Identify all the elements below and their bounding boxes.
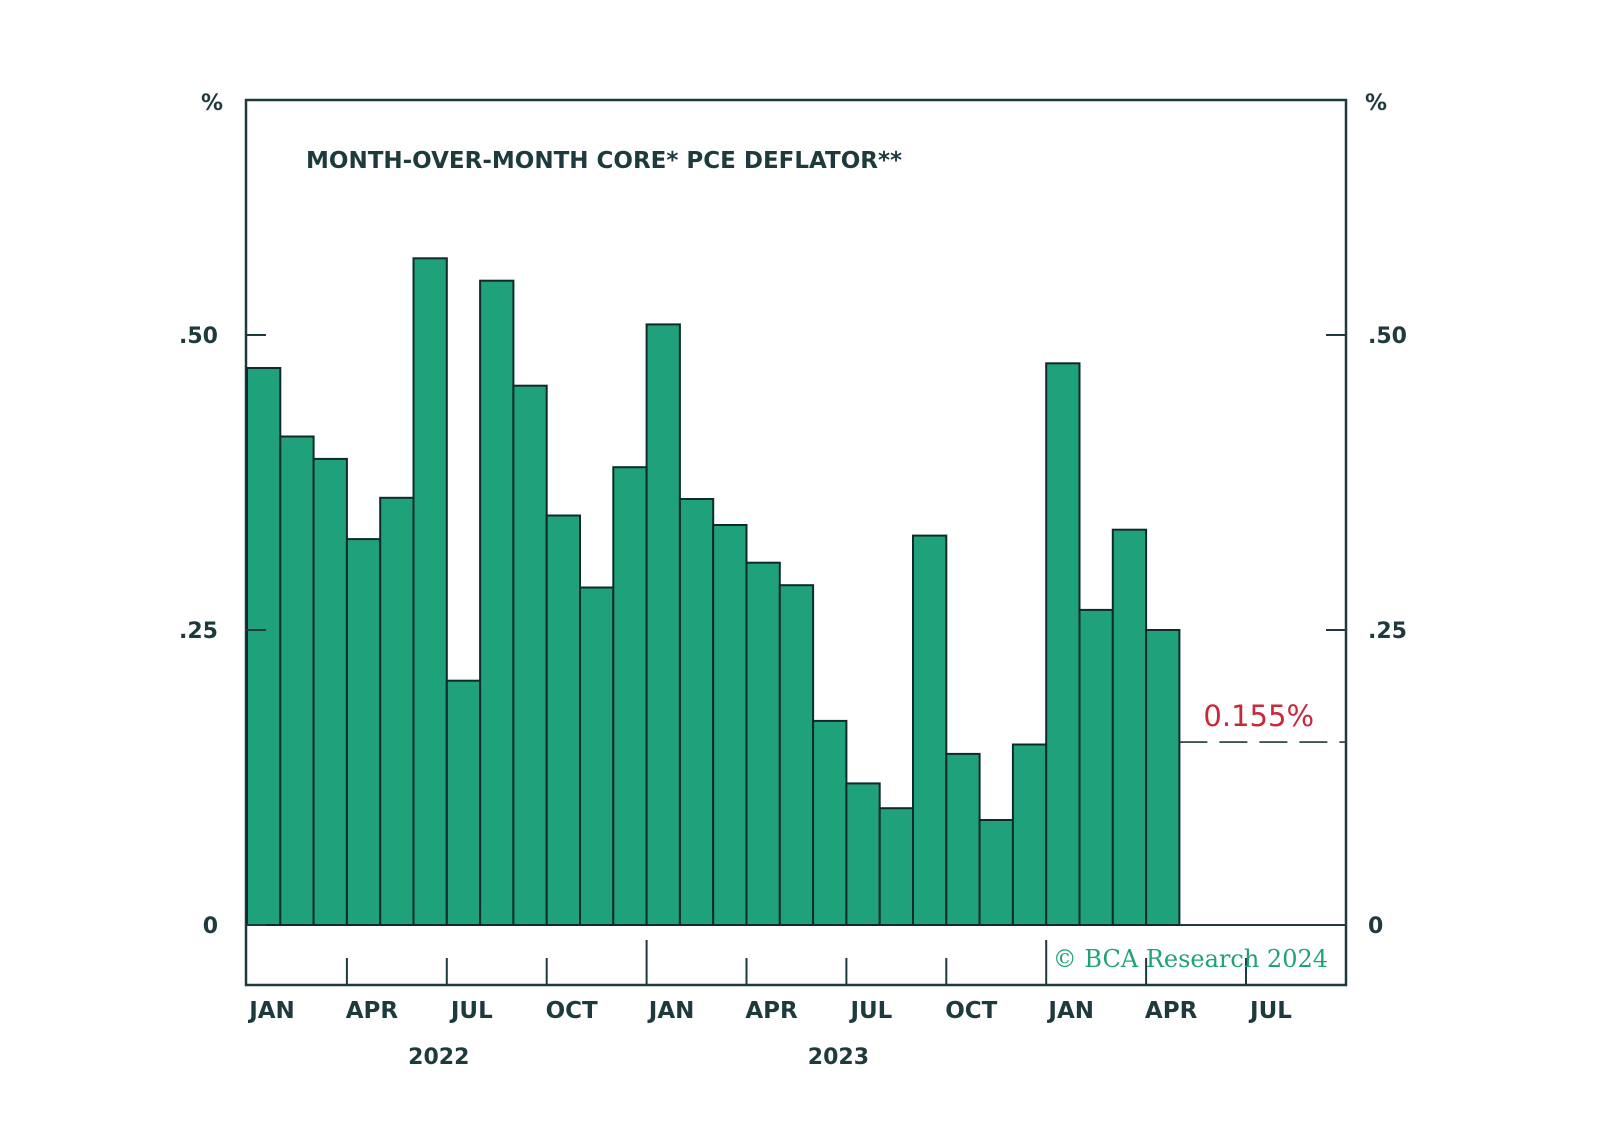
bar-2022-12 — [612, 466, 648, 926]
bar-2023-08 — [878, 807, 915, 927]
bar-2022-08 — [479, 279, 515, 926]
y-tick-label-left: 0 — [203, 914, 218, 939]
bar-2023-09 — [912, 534, 948, 926]
copyright-notice: © BCA Research 2024 — [1053, 945, 1328, 973]
bar-2022-09 — [512, 384, 548, 926]
bar-2024-01 — [1045, 362, 1081, 926]
bar-2023-10 — [945, 752, 981, 927]
y-tick-label-right: 0 — [1368, 914, 1383, 939]
y-tick-label-right: .50 — [1368, 324, 1407, 349]
reference-line-label: 0.155% — [1203, 699, 1314, 733]
bar-2024-04 — [1145, 629, 1181, 926]
bar-2024-03 — [1111, 528, 1148, 926]
y-tick-label-left: .50 — [179, 324, 218, 349]
bar-2022-03 — [312, 457, 348, 926]
x-ticks-group: JAN APR JUL OCT JAN APR JUL OCT JAN APR JUL 2022 202… — [247, 940, 1292, 1070]
chart-title: MONTH-OVER-MONTH CORE* PCE DEFLATOR** — [306, 148, 902, 174]
bar-2022-04 — [345, 538, 382, 926]
x-month-label: OCT — [546, 998, 598, 1024]
bar-2023-07 — [845, 782, 881, 927]
x-month-label: JUL — [848, 998, 892, 1024]
x-month-label: JUL — [449, 998, 493, 1024]
bar-2022-07 — [445, 679, 482, 927]
x-year-label: 2022 — [408, 1045, 469, 1070]
bar-2023-11 — [978, 819, 1014, 926]
y-ticks-group: 0 0 .25 .25 .50 .50 — [179, 324, 1407, 939]
y-tick-label-right: .25 — [1368, 619, 1407, 644]
x-month-label: APR — [745, 998, 798, 1024]
x-month-label: JAN — [247, 998, 295, 1024]
bar-2022-11 — [579, 586, 615, 926]
bar-2023-06 — [812, 719, 848, 927]
bar-2023-05 — [778, 584, 815, 926]
bar-2023-12 — [1011, 743, 1048, 926]
bar-2023-03 — [712, 524, 748, 926]
x-year-label: 2023 — [808, 1045, 869, 1070]
reference-line-group: 0.155% — [1179, 699, 1346, 743]
bar-2022-10 — [545, 514, 582, 926]
bar-2022-06 — [412, 257, 448, 926]
x-month-label: OCT — [945, 998, 997, 1024]
x-month-label: JUL — [1248, 998, 1292, 1024]
bar-2022-02 — [279, 435, 315, 926]
x-month-label: APR — [346, 998, 399, 1024]
bar-2023-04 — [745, 561, 781, 926]
bar-2023-01 — [645, 323, 681, 926]
y-tick-label-left: .25 — [179, 619, 218, 644]
x-month-label: JAN — [1046, 998, 1094, 1024]
bar-2022-01 — [246, 367, 282, 926]
y-axis-unit-right: % — [1365, 91, 1387, 116]
x-month-label: JAN — [647, 998, 695, 1024]
bar-2024-02 — [1078, 608, 1114, 927]
bars-group — [246, 257, 1181, 927]
bar-2022-05 — [379, 496, 415, 926]
x-month-label: APR — [1145, 998, 1198, 1024]
y-axis-unit-left: % — [201, 91, 223, 116]
bar-2023-02 — [678, 498, 715, 926]
